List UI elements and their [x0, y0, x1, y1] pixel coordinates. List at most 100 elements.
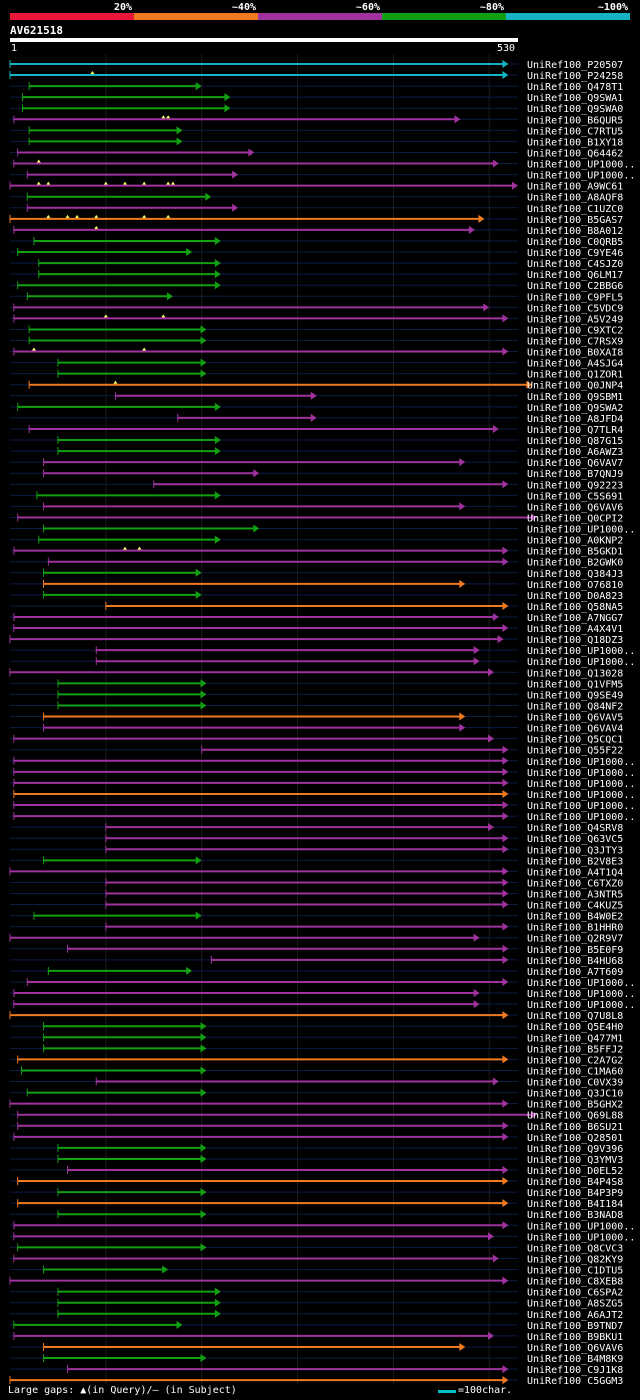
- hit-row[interactable]: UniRef100_B5GAS7: [9, 214, 623, 226]
- hit-label[interactable]: UniRef100_A8SZG5: [527, 1299, 623, 1310]
- hit-label[interactable]: UniRef100_C0QRB5: [527, 237, 623, 248]
- hit-row[interactable]: UniRef100_C7RSX9: [10, 336, 623, 348]
- hit-row[interactable]: UniRef100_O76810: [10, 579, 623, 591]
- hit-row[interactable]: UniRef100_C0QRB5: [10, 236, 623, 248]
- hit-row[interactable]: UniRef100_B5GKD1: [10, 546, 623, 558]
- hit-label[interactable]: UniRef100_C2A7G2: [527, 1055, 623, 1066]
- hit-label[interactable]: UniRef100_C1DTU5: [527, 1266, 623, 1277]
- hit-label[interactable]: UniRef100_A3NTR5: [527, 890, 623, 901]
- hit-row[interactable]: UniRef100_C7RTU5: [10, 126, 623, 137]
- hit-row[interactable]: UniRef100_B0XAI8: [10, 347, 623, 359]
- hit-row[interactable]: UniRef100_UP1000..: [10, 812, 635, 823]
- hit-label[interactable]: UniRef100_UP1000..: [527, 790, 635, 801]
- hit-row[interactable]: UniRef100_UP1000..: [10, 778, 635, 790]
- hit-row[interactable]: UniRef100_A4SJG4: [10, 358, 623, 370]
- hit-row[interactable]: UniRef100_UP1000..: [10, 789, 635, 801]
- hit-row[interactable]: UniRef100_UP1000..: [10, 657, 635, 668]
- hit-label[interactable]: UniRef100_Q0CPI2: [527, 513, 623, 524]
- hit-row[interactable]: UniRef100_UP1000..: [10, 801, 635, 812]
- hit-label[interactable]: UniRef100_Q92223: [527, 480, 623, 491]
- hit-row[interactable]: UniRef100_UP1000..: [10, 1232, 635, 1243]
- hit-label[interactable]: UniRef100_A5V249: [527, 314, 623, 325]
- hit-row[interactable]: UniRef100_UP1000..: [10, 989, 635, 1000]
- hit-row[interactable]: UniRef100_UP1000..: [10, 756, 635, 768]
- hit-row[interactable]: UniRef100_Q9SWA2: [10, 402, 623, 414]
- hit-label[interactable]: UniRef100_Q5CQC1: [527, 735, 623, 746]
- hit-label[interactable]: UniRef100_UP1000..: [527, 768, 635, 779]
- hit-row[interactable]: UniRef100_A5V249: [10, 314, 623, 325]
- hit-label[interactable]: UniRef100_Q82KY9: [527, 1254, 623, 1265]
- hit-row[interactable]: UniRef100_Q6LM17: [10, 270, 623, 281]
- hit-row[interactable]: UniRef100_Q84NF2: [10, 701, 623, 712]
- hit-label[interactable]: UniRef100_Q4SRV8: [527, 823, 623, 834]
- hit-label[interactable]: UniRef100_C9PFL5: [527, 292, 623, 303]
- hit-label[interactable]: UniRef100_B4I184: [527, 1199, 623, 1210]
- hit-label[interactable]: UniRef100_UP1000..: [527, 657, 635, 668]
- hit-row[interactable]: UniRef100_B4I184: [10, 1199, 623, 1210]
- hit-label[interactable]: UniRef100_C1MA60: [527, 1066, 623, 1077]
- hit-label[interactable]: UniRef100_B6SU21: [527, 1122, 623, 1133]
- hit-row[interactable]: UniRef100_A7T609: [10, 966, 623, 978]
- hit-label[interactable]: UniRef100_Q1ZOR1: [527, 370, 623, 381]
- hit-label[interactable]: UniRef100_Q8CVC3: [527, 1243, 623, 1254]
- hit-row[interactable]: UniRef100_A4X4V1: [10, 624, 623, 635]
- hit-row[interactable]: UniRef100_Q9V396: [10, 1143, 623, 1155]
- hit-row[interactable]: UniRef100_UP1000..: [10, 1221, 635, 1232]
- hit-row[interactable]: UniRef100_Q82KY9: [10, 1254, 623, 1265]
- hit-row[interactable]: UniRef100_UP1000..: [10, 646, 635, 657]
- hit-label[interactable]: UniRef100_B1HHR0: [527, 923, 623, 934]
- hit-label[interactable]: UniRef100_Q64462: [527, 148, 623, 159]
- hit-row[interactable]: UniRef100_Q63VC5: [10, 834, 623, 845]
- hit-row[interactable]: UniRef100_C9PFL5: [10, 292, 623, 303]
- hit-label[interactable]: UniRef100_Q58NA5: [527, 602, 623, 613]
- hit-row[interactable]: UniRef100_B4W0E2: [10, 911, 623, 923]
- hit-label[interactable]: UniRef100_C6TXZ0: [527, 878, 623, 889]
- hit-label[interactable]: UniRef100_Q6VAV5: [527, 713, 623, 724]
- hit-label[interactable]: UniRef100_UP1000..: [527, 812, 635, 823]
- hit-label[interactable]: UniRef100_B1XY18: [527, 137, 623, 148]
- hit-row[interactable]: UniRef100_C4KUZ5: [10, 900, 623, 912]
- hit-label[interactable]: UniRef100_UP1000..: [527, 978, 635, 989]
- hit-row[interactable]: UniRef100_C1UZC0: [10, 203, 623, 215]
- hit-label[interactable]: UniRef100_A8AQF8: [527, 193, 623, 204]
- hit-row[interactable]: UniRef100_A0KNP2: [10, 535, 623, 547]
- hit-label[interactable]: UniRef100_Q6VAV6: [527, 1343, 623, 1354]
- hit-row[interactable]: UniRef100_UP1000..: [10, 977, 635, 989]
- hit-row[interactable]: UniRef100_Q28501: [10, 1132, 623, 1144]
- hit-row[interactable]: UniRef100_UP1000..: [10, 159, 635, 171]
- hit-label[interactable]: UniRef100_Q6VAV4: [527, 724, 623, 735]
- hit-row[interactable]: UniRef100_A4T1Q4: [9, 867, 623, 878]
- hit-label[interactable]: UniRef100_B9TND7: [527, 1321, 623, 1332]
- hit-label[interactable]: UniRef100_Q6VAV6: [527, 502, 623, 513]
- hit-row[interactable]: UniRef100_B2V8E3: [10, 856, 623, 867]
- hit-label[interactable]: UniRef100_A6AWZ3: [527, 447, 623, 458]
- hit-row[interactable]: UniRef100_B9TND7: [10, 1320, 623, 1332]
- hit-label[interactable]: UniRef100_C2BBG6: [527, 281, 623, 292]
- hit-label[interactable]: UniRef100_Q9SBM1: [527, 392, 623, 403]
- hit-row[interactable]: UniRef100_A8SZG5: [10, 1298, 623, 1310]
- hit-row[interactable]: UniRef100_B2GWK0: [10, 557, 623, 569]
- hit-row[interactable]: UniRef100_Q477M1: [10, 1033, 623, 1044]
- hit-row[interactable]: UniRef100_Q5CQC1: [10, 734, 623, 746]
- hit-label[interactable]: UniRef100_Q87G15: [527, 436, 623, 447]
- hit-row[interactable]: UniRef100_Q3YMV3: [10, 1154, 623, 1166]
- hit-row[interactable]: UniRef100_Q18DZ3: [9, 635, 623, 646]
- hit-label[interactable]: UniRef100_B7QNJ9: [527, 469, 623, 480]
- hit-label[interactable]: UniRef100_UP1000..: [527, 160, 635, 171]
- hit-row[interactable]: UniRef100_Q2R9V7: [9, 933, 623, 945]
- hit-label[interactable]: UniRef100_UP1000..: [527, 171, 635, 182]
- hit-label[interactable]: UniRef100_C5VDC9: [527, 303, 623, 314]
- hit-label[interactable]: UniRef100_Q6LM17: [527, 270, 623, 281]
- hit-row[interactable]: UniRef100_B4P4S8: [10, 1177, 623, 1188]
- hit-row[interactable]: UniRef100_D0EL52: [10, 1166, 623, 1177]
- hit-row[interactable]: UniRef100_C5VDC9: [10, 303, 623, 314]
- hit-label[interactable]: UniRef100_Q84NF2: [527, 701, 623, 712]
- hit-label[interactable]: UniRef100_C4KUZ5: [527, 901, 623, 912]
- hit-row[interactable]: UniRef100_B4M8K9: [10, 1354, 623, 1365]
- hit-row[interactable]: UniRef100_B5GHX2: [9, 1099, 623, 1111]
- hit-label[interactable]: UniRef100_C7RSX9: [527, 337, 623, 348]
- hit-row[interactable]: UniRef100_A8JFD4: [10, 413, 623, 425]
- hit-label[interactable]: UniRef100_B2V8E3: [527, 856, 623, 867]
- hit-row[interactable]: UniRef100_Q1ZOR1: [10, 369, 623, 381]
- hit-row[interactable]: UniRef100_Q64462: [10, 148, 623, 159]
